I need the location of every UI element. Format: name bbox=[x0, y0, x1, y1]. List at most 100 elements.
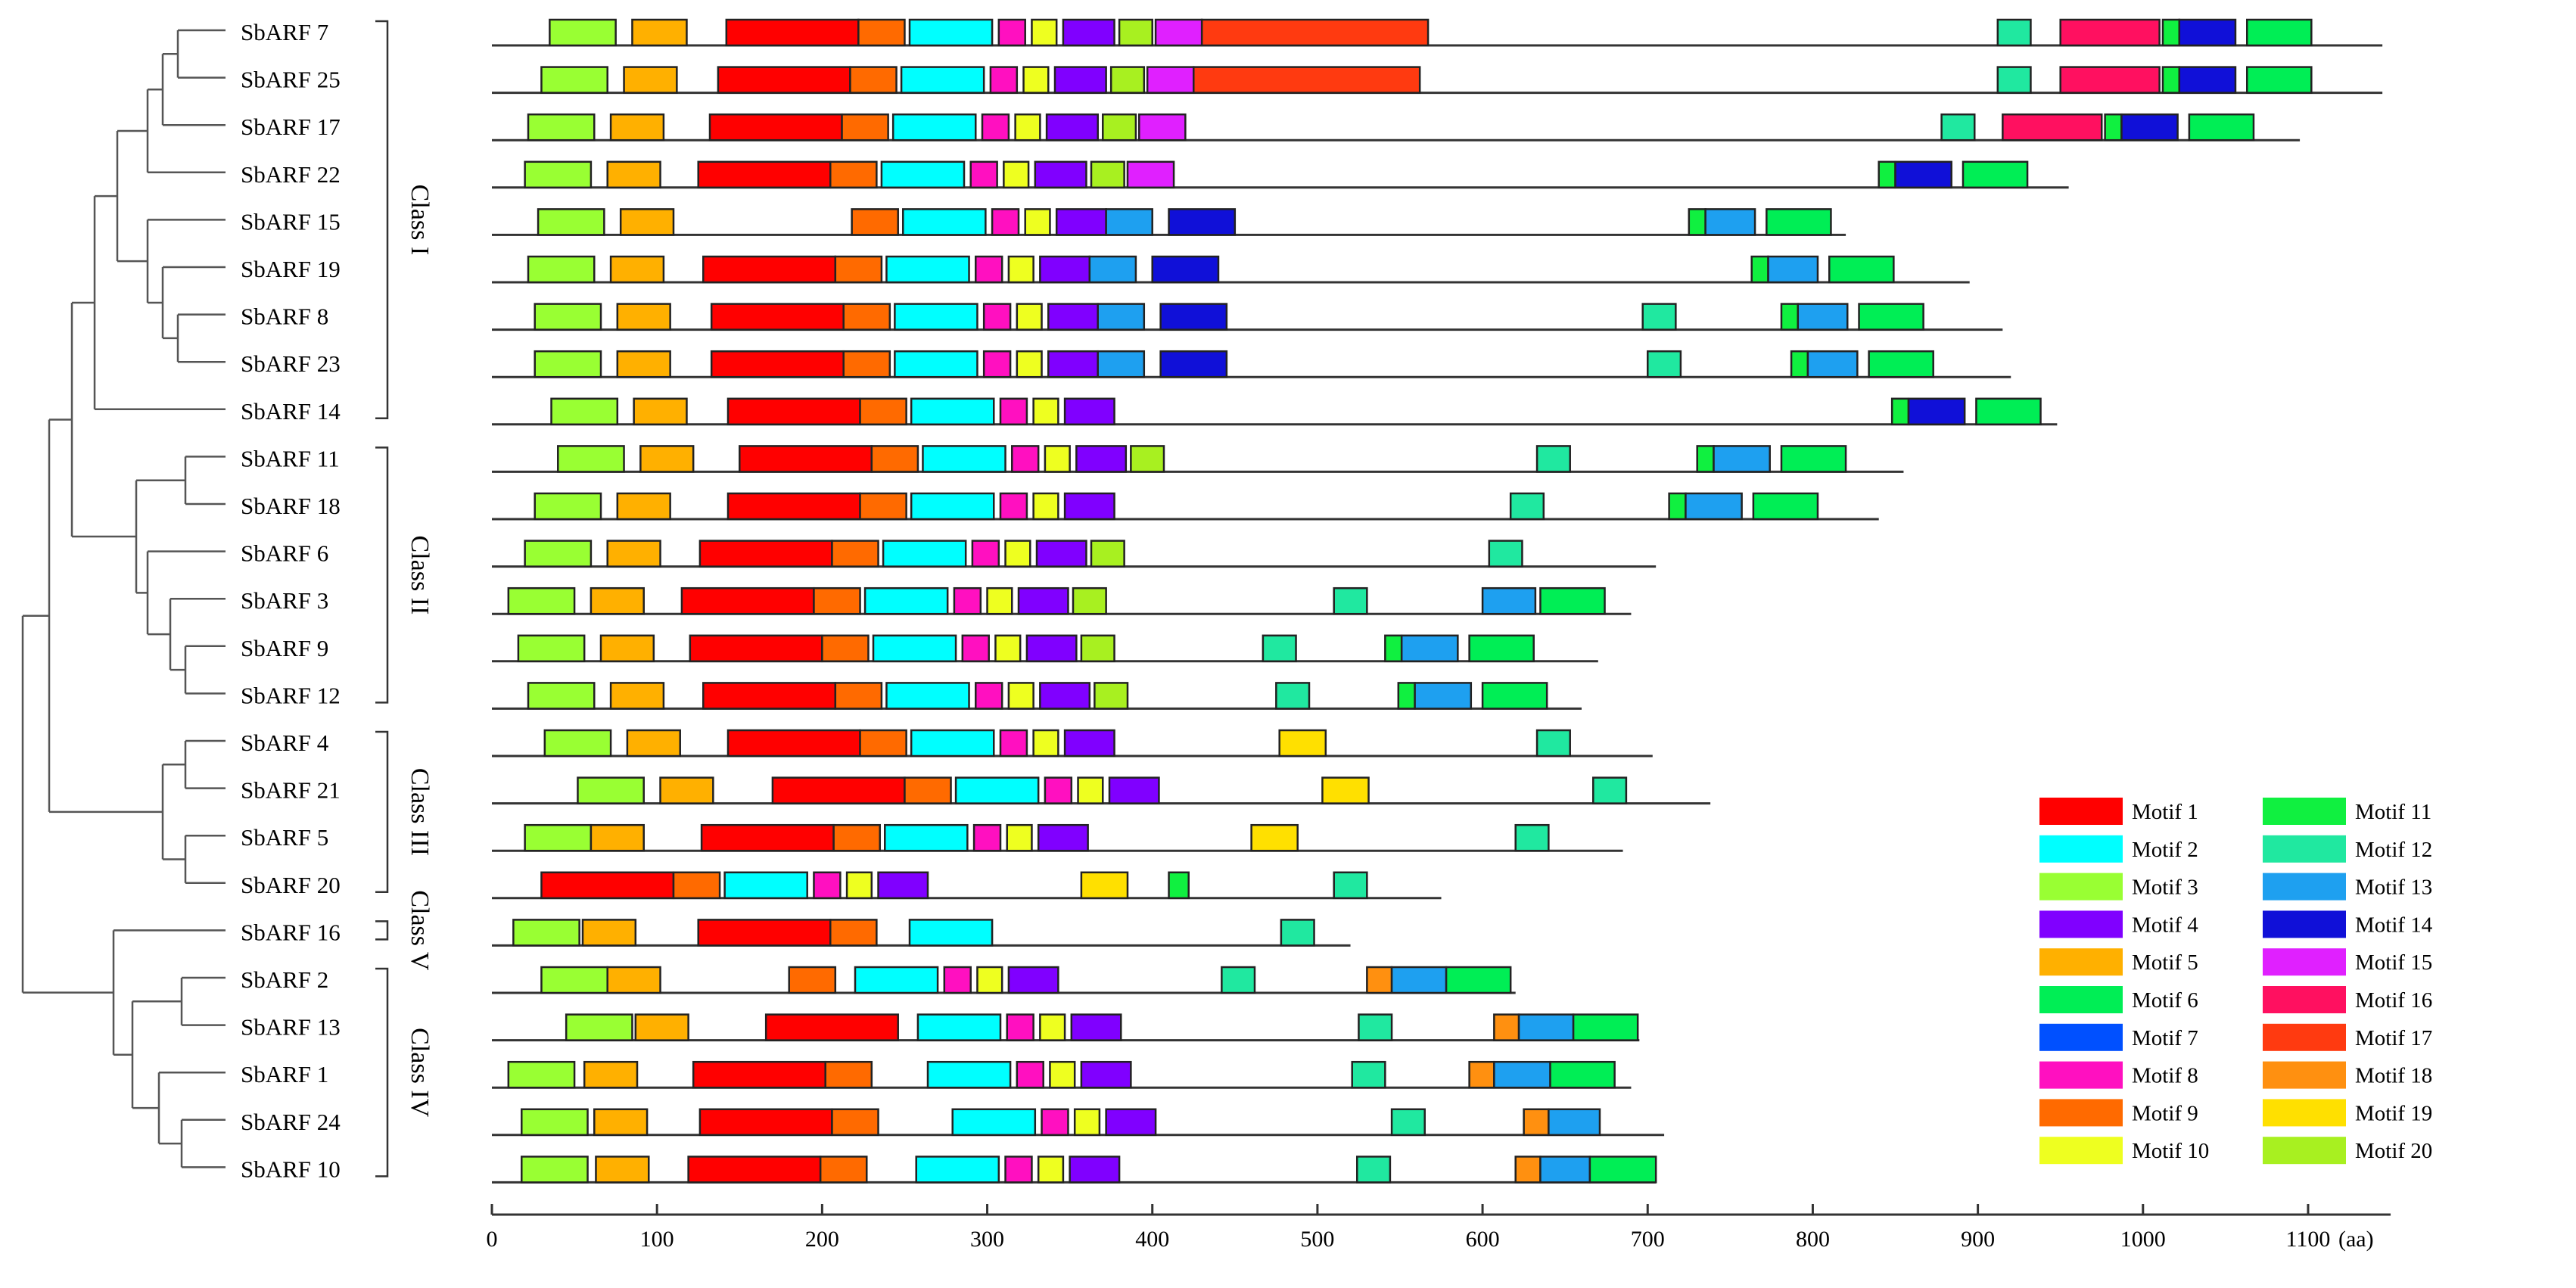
motif-5-box bbox=[639, 445, 695, 473]
motif-13-box bbox=[1713, 445, 1771, 473]
legend-label: Motif 9 bbox=[2132, 1101, 2198, 1125]
motif-3-box bbox=[524, 823, 593, 852]
motif-1-box bbox=[700, 823, 835, 852]
motif-9-box bbox=[859, 492, 907, 521]
x-axis-tick-label: 0 bbox=[487, 1227, 498, 1252]
legend-label: Motif 16 bbox=[2355, 988, 2432, 1013]
class-label: Class II bbox=[406, 535, 434, 614]
legend-label: Motif 11 bbox=[2355, 800, 2431, 824]
motif-13-box bbox=[1105, 208, 1153, 236]
gene-label: SbARF 21 bbox=[241, 777, 341, 804]
motif-10-box bbox=[1032, 492, 1059, 521]
motif-13-box bbox=[1493, 1060, 1551, 1089]
motif-11-box bbox=[1397, 682, 1416, 710]
motif-12-box bbox=[1488, 540, 1523, 568]
gene-label: SbARF 4 bbox=[241, 730, 329, 756]
gene-row bbox=[492, 113, 2301, 142]
legend-label: Motif 5 bbox=[2132, 950, 2198, 975]
gene-row bbox=[492, 303, 2003, 331]
motif-2-box bbox=[894, 350, 978, 378]
legend-swatch bbox=[2039, 798, 2123, 825]
motif-6-box bbox=[1549, 1060, 1616, 1089]
motif-12-box bbox=[1275, 682, 1311, 710]
motif-11-box bbox=[1890, 397, 1910, 426]
motif-11-box bbox=[1750, 255, 1769, 284]
motif-12-box bbox=[1535, 729, 1571, 758]
legend-label: Motif 19 bbox=[2355, 1101, 2432, 1125]
motif-2-box bbox=[908, 18, 994, 47]
motif-1-box bbox=[540, 871, 675, 900]
motif-4-box bbox=[1063, 397, 1115, 426]
motif-11-box bbox=[1780, 303, 1800, 331]
motif-13-box bbox=[1517, 1013, 1575, 1041]
motif-8-box bbox=[982, 303, 1012, 331]
motif-3-box bbox=[540, 66, 608, 94]
motif-1-box bbox=[697, 919, 832, 947]
motif-10-box bbox=[1006, 823, 1033, 852]
motif-12-box bbox=[1592, 776, 1628, 804]
gene-label: SbARF 2 bbox=[241, 966, 328, 993]
motif-2-box bbox=[910, 397, 995, 426]
motif-8-box bbox=[953, 586, 982, 615]
motif-2-box bbox=[884, 823, 969, 852]
motif-4-box bbox=[1007, 966, 1059, 994]
motif-20-box bbox=[1102, 113, 1137, 142]
motif-10-box bbox=[1039, 1013, 1066, 1041]
motif-14-box bbox=[1894, 160, 1952, 189]
motif-9-box bbox=[813, 586, 861, 615]
motif-5-box bbox=[619, 208, 675, 236]
motif-9-box bbox=[859, 397, 907, 426]
motif-3-box bbox=[534, 350, 602, 378]
motif-13-box bbox=[1685, 492, 1743, 521]
gene-row bbox=[492, 823, 1623, 852]
gene-label: SbARF 14 bbox=[241, 398, 341, 425]
motif-10-box bbox=[1022, 66, 1050, 94]
motif-10-box bbox=[1007, 682, 1034, 710]
motif-2-box bbox=[908, 919, 994, 947]
motif-4-box bbox=[1070, 1013, 1122, 1041]
legend-swatch bbox=[2039, 948, 2123, 976]
motif-4-box bbox=[1034, 160, 1087, 189]
legend-swatch bbox=[2263, 835, 2346, 863]
motif-20-box bbox=[1118, 18, 1153, 47]
motif-4-box bbox=[877, 871, 929, 900]
legend-item: Motif 18 bbox=[2263, 1061, 2432, 1089]
motif-6-box bbox=[2188, 113, 2255, 142]
motif-9-box bbox=[849, 66, 898, 94]
legend-swatch bbox=[2263, 1023, 2346, 1051]
motif-5-box bbox=[581, 919, 637, 947]
motif-9-box bbox=[841, 113, 889, 142]
motif-6-box bbox=[1588, 1156, 1657, 1184]
motif-4-box bbox=[1063, 729, 1115, 758]
legend-item: Motif 10 bbox=[2039, 1137, 2209, 1165]
class-label: Class III bbox=[406, 768, 434, 856]
motif-10-box bbox=[1014, 113, 1041, 142]
motif-10-box bbox=[1016, 303, 1043, 331]
motif-4-box bbox=[1069, 1156, 1121, 1184]
motif-9-box bbox=[821, 634, 870, 663]
legend-item: Motif 15 bbox=[2263, 948, 2432, 976]
motif-12-box bbox=[1356, 1156, 1392, 1184]
motif-10-box bbox=[976, 966, 1003, 994]
motif-9-box bbox=[788, 966, 837, 994]
motif-4-box bbox=[1053, 66, 1107, 94]
x-axis: 0 100 200 300 400 500 600 700 800 900 1000 1100 (aa) bbox=[487, 1204, 2391, 1252]
motif-9-box bbox=[819, 1156, 868, 1184]
motif-9-box bbox=[904, 776, 952, 804]
x-axis-tick-label: 100 bbox=[640, 1227, 674, 1252]
motif-15-box bbox=[1126, 160, 1175, 189]
motif-10-box bbox=[1004, 540, 1031, 568]
motif-5-box bbox=[583, 1060, 639, 1089]
motif-13-box bbox=[1097, 350, 1146, 378]
motif-1-box bbox=[708, 113, 843, 142]
motif-11-box bbox=[1668, 492, 1687, 521]
motif-9-box bbox=[829, 160, 878, 189]
legend-swatch bbox=[2263, 948, 2346, 976]
motif-10-box bbox=[1032, 729, 1059, 758]
class-label: Class V bbox=[406, 890, 434, 971]
motif-3-box bbox=[507, 586, 576, 615]
motif-9-box bbox=[859, 729, 907, 758]
motif-3-box bbox=[549, 18, 617, 47]
motif-3-box bbox=[512, 919, 580, 947]
motif-17-box bbox=[1193, 66, 1421, 94]
